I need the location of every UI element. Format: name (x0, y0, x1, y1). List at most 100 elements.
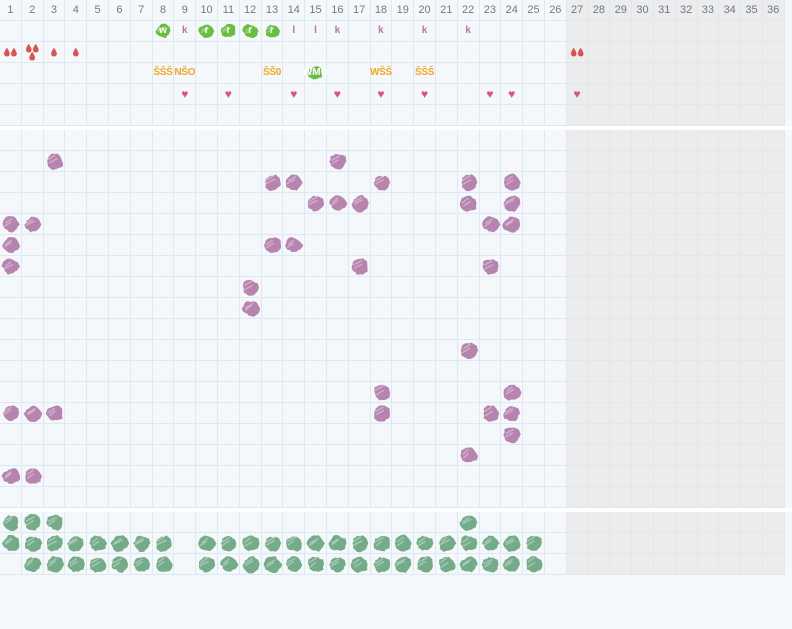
grid-cell[interactable] (0, 424, 22, 445)
grid-cell[interactable] (566, 487, 589, 508)
grid-cell[interactable] (653, 298, 676, 319)
grid-cell[interactable] (697, 105, 720, 126)
grid-cell[interactable] (435, 277, 458, 298)
grid-cell[interactable] (108, 445, 131, 466)
grid-cell[interactable] (632, 172, 654, 193)
grid-cell[interactable] (741, 105, 763, 126)
grid-cell[interactable] (87, 21, 109, 42)
grid-cell[interactable] (610, 42, 633, 63)
marked-cell[interactable] (0, 533, 22, 554)
grid-cell[interactable] (326, 214, 349, 235)
grid-cell[interactable] (741, 382, 763, 403)
grid-cell[interactable] (435, 84, 458, 105)
grid-cell[interactable] (0, 554, 22, 575)
grid-cell[interactable] (87, 512, 109, 533)
grid-cell[interactable] (174, 235, 197, 256)
grid-cell[interactable] (414, 151, 436, 172)
marked-cell[interactable] (479, 554, 502, 575)
grid-cell[interactable] (305, 256, 327, 277)
grid-cell[interactable] (762, 487, 785, 508)
grid-cell[interactable] (741, 214, 763, 235)
marked-cell[interactable] (348, 256, 371, 277)
grid-cell[interactable] (544, 361, 567, 382)
letter-cell-w[interactable]: w (152, 21, 175, 42)
grid-cell[interactable] (392, 487, 415, 508)
grid-cell[interactable] (43, 424, 66, 445)
grid-cell[interactable] (0, 172, 22, 193)
grid-cell[interactable] (588, 403, 611, 424)
grid-cell[interactable] (0, 340, 22, 361)
grid-cell[interactable] (174, 151, 197, 172)
grid-cell[interactable] (457, 298, 480, 319)
grid-cell[interactable] (217, 193, 240, 214)
grid-cell[interactable] (610, 63, 633, 84)
grid-cell[interactable] (523, 487, 545, 508)
grid-cell[interactable] (544, 445, 567, 466)
grid-cell[interactable] (762, 382, 785, 403)
marked-cell[interactable] (108, 554, 131, 575)
grid-cell[interactable] (653, 235, 676, 256)
grid-cell[interactable] (87, 151, 109, 172)
grid-cell[interactable] (152, 319, 175, 340)
intimacy-cell[interactable]: ♥ (370, 84, 393, 105)
grid-cell[interactable] (348, 235, 371, 256)
grid-cell[interactable] (305, 319, 327, 340)
grid-cell[interactable] (762, 235, 785, 256)
grid-cell[interactable] (501, 445, 524, 466)
grid-cell[interactable] (414, 512, 436, 533)
grid-cell[interactable] (87, 256, 109, 277)
grid-cell[interactable] (392, 63, 415, 84)
grid-cell[interactable] (130, 151, 153, 172)
grid-cell[interactable] (566, 105, 589, 126)
grid-cell[interactable] (414, 298, 436, 319)
grid-cell[interactable] (392, 445, 415, 466)
grid-cell[interactable] (479, 424, 502, 445)
note-cell[interactable]: WŠŠ (370, 63, 393, 84)
grid-cell[interactable] (414, 193, 436, 214)
grid-cell[interactable] (632, 193, 654, 214)
grid-cell[interactable] (588, 361, 611, 382)
grid-cell[interactable] (108, 235, 131, 256)
marked-cell[interactable] (501, 403, 524, 424)
grid-cell[interactable] (152, 466, 175, 487)
grid-cell[interactable] (457, 105, 480, 126)
grid-cell[interactable] (697, 84, 720, 105)
grid-cell[interactable] (152, 151, 175, 172)
grid-cell[interactable] (653, 403, 676, 424)
grid-cell[interactable] (43, 319, 66, 340)
grid-cell[interactable] (283, 466, 306, 487)
grid-cell[interactable] (501, 105, 524, 126)
grid-cell[interactable] (741, 403, 763, 424)
grid-cell[interactable] (457, 256, 480, 277)
grid-cell[interactable] (326, 487, 349, 508)
grid-cell[interactable] (43, 193, 66, 214)
grid-cell[interactable] (544, 340, 567, 361)
grid-cell[interactable] (392, 172, 415, 193)
grid-cell[interactable] (261, 214, 284, 235)
grid-cell[interactable] (370, 193, 393, 214)
grid-cell[interactable] (523, 42, 545, 63)
grid-cell[interactable] (501, 298, 524, 319)
marked-cell[interactable] (43, 512, 66, 533)
grid-cell[interactable] (0, 151, 22, 172)
grid-cell[interactable] (326, 403, 349, 424)
grid-cell[interactable] (719, 512, 742, 533)
grid-cell[interactable] (130, 256, 153, 277)
marked-cell[interactable] (457, 172, 480, 193)
grid-cell[interactable] (174, 214, 197, 235)
marked-cell[interactable] (43, 151, 66, 172)
grid-cell[interactable] (435, 487, 458, 508)
grid-cell[interactable] (697, 445, 720, 466)
grid-cell[interactable] (87, 235, 109, 256)
marked-cell[interactable] (457, 445, 480, 466)
grid-cell[interactable] (305, 340, 327, 361)
grid-cell[interactable] (762, 151, 785, 172)
grid-cell[interactable] (544, 319, 567, 340)
grid-cell[interactable] (21, 63, 44, 84)
grid-cell[interactable] (152, 487, 175, 508)
grid-cell[interactable] (610, 214, 633, 235)
grid-cell[interactable] (65, 256, 88, 277)
grid-cell[interactable] (479, 63, 502, 84)
grid-cell[interactable] (610, 151, 633, 172)
grid-cell[interactable] (130, 21, 153, 42)
